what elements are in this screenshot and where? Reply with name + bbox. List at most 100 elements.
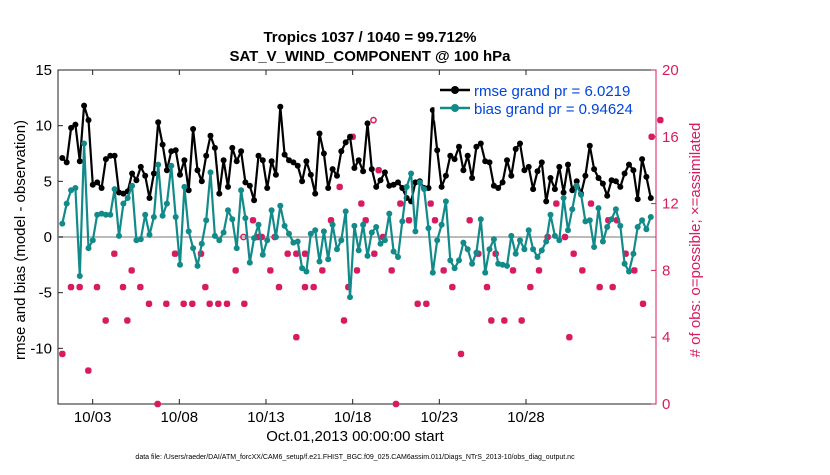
rmse-point (556, 163, 563, 170)
obs-assimilated-marker (457, 350, 465, 358)
bias-point (534, 254, 541, 260)
x-tick-label: 10/03 (74, 409, 112, 426)
obs-assimilated-marker (327, 217, 335, 224)
bias-point (504, 262, 510, 269)
bias-point (447, 257, 454, 264)
rmse-point (98, 185, 105, 191)
obs-assimilated-marker (518, 317, 525, 324)
obs-assimilated-marker (449, 283, 456, 291)
rmse-point (442, 172, 449, 179)
y-tick-label-right: 8 (662, 262, 670, 279)
obs-assimilated-marker (622, 250, 629, 257)
bias-point (185, 228, 192, 235)
rmse-point (290, 159, 297, 166)
obs-assimilated-marker (501, 317, 508, 324)
bias-point (146, 231, 153, 238)
rmse-point (604, 192, 611, 199)
obs-assimilated-marker (119, 283, 127, 291)
obs-assimilated-marker (609, 283, 616, 291)
bias-point (490, 236, 497, 243)
bias-point (351, 222, 358, 229)
bias-point (538, 247, 545, 254)
bias-point (312, 227, 319, 234)
rmse-point (451, 156, 458, 163)
obs-assimilated-marker (553, 200, 560, 207)
bias-point (177, 261, 183, 268)
bias-point (316, 258, 323, 265)
obs-assimilated-marker (631, 267, 638, 274)
bias-point (573, 182, 580, 189)
rmse-point (107, 152, 114, 159)
bias-point (229, 216, 236, 223)
rmse-point (334, 172, 340, 179)
bias-point (543, 238, 550, 245)
rmse-point (312, 190, 319, 197)
bias-point (521, 246, 528, 253)
obs-assimilated-marker (258, 233, 265, 241)
y-tick-label-left: 5 (44, 173, 52, 190)
bias-point (268, 207, 275, 214)
bias-point (508, 232, 515, 239)
rmse-point (612, 178, 619, 185)
bias-point (469, 260, 476, 267)
rmse-point (573, 178, 580, 185)
bias-point (591, 244, 598, 250)
obs-assimilated-marker (648, 133, 655, 141)
bias-point (329, 221, 336, 228)
bias-point (617, 222, 624, 229)
rmse-point (102, 156, 109, 163)
bias-point (630, 250, 637, 257)
obs-assimilated-marker (388, 267, 395, 274)
bias-point (211, 232, 218, 239)
obs-assimilated-marker (657, 116, 664, 124)
obs-assimilated-marker (392, 400, 400, 408)
rmse-point (63, 159, 70, 166)
obs-assimilated-marker (293, 250, 300, 257)
y-tick-label-left: -10 (30, 340, 52, 357)
rmse-point (146, 195, 153, 201)
bias-point (565, 227, 571, 234)
bias-point (421, 186, 428, 193)
obs-assimilated-marker (397, 200, 404, 207)
obs-assimilated-marker (137, 283, 144, 291)
bias-point (512, 250, 519, 257)
rmse-point (325, 185, 332, 191)
bias-point (595, 205, 602, 212)
obs-assimilated-marker (241, 300, 248, 308)
rmse-point (72, 121, 79, 128)
legend-bias-marker (451, 104, 459, 112)
obs-assimilated-marker (379, 233, 387, 241)
bias-point (107, 211, 114, 218)
obs-assimilated-marker (427, 200, 434, 207)
bias-point (608, 216, 615, 223)
bias-point (220, 229, 227, 236)
bias-point (381, 237, 388, 244)
rmse-point (569, 187, 576, 194)
bias-point (473, 249, 480, 256)
bias-point (155, 161, 162, 168)
rmse-point (246, 182, 253, 189)
rmse-point (647, 195, 654, 201)
bias-point (547, 211, 554, 218)
bias-point (320, 228, 327, 235)
bias-point (89, 237, 96, 244)
data-file-footer: data file: /Users/raeder/DAI/ATM_forcXX/… (135, 454, 575, 461)
rmse-point (543, 198, 550, 205)
bias-point (198, 240, 205, 247)
rmse-point (355, 157, 362, 164)
y-tick-label-right: 12 (662, 196, 679, 213)
bias-point (429, 269, 436, 276)
obs-assimilated-marker (358, 200, 365, 207)
y-tick-label-right: 4 (662, 329, 670, 346)
obs-assimilated-marker (301, 283, 309, 291)
rmse-point (495, 185, 502, 191)
rmse-point (259, 157, 266, 164)
rmse-point (643, 173, 650, 180)
rmse-point (159, 141, 166, 148)
bias-point (643, 226, 650, 233)
rmse-point (225, 183, 231, 190)
rmse-point (639, 156, 646, 163)
rmse-point (364, 120, 371, 127)
bias-point (621, 260, 628, 267)
